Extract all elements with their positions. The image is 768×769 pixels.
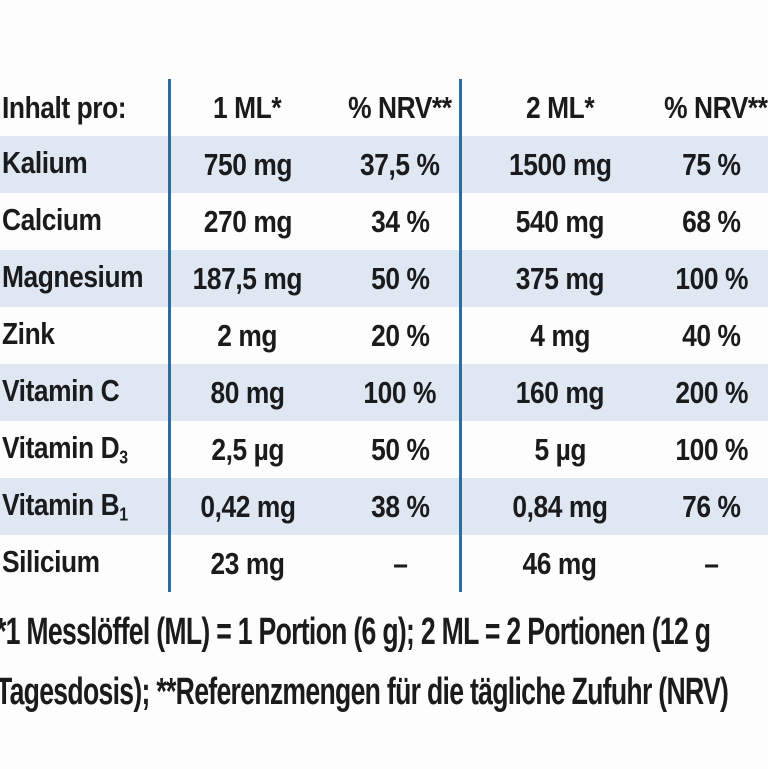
nutrient-name: Vitamin C xyxy=(2,373,120,409)
nutrient-name: Zink xyxy=(2,316,55,352)
value-1ml: 750 mg xyxy=(203,146,292,182)
nrv-2ml: – xyxy=(704,545,719,581)
table-row: Zink 2 mg 20 % 4 mg 40 % xyxy=(0,307,768,364)
table-row: Kalium 750 mg 37,5 % 1500 mg 75 % xyxy=(0,136,768,193)
nrv-2ml: 200 % xyxy=(675,374,748,410)
table-row: Vitamin D3 2,5 µg 50 % 5 µg 100 % xyxy=(0,421,768,478)
value-1ml: 23 mg xyxy=(210,545,285,581)
nutrient-subscript: 3 xyxy=(119,446,129,468)
value-2ml: 0,84 mg xyxy=(512,488,608,524)
value-1ml: 0,42 mg xyxy=(199,488,296,524)
table-header-row: Inhalt pro: 1 ML* % NRV** 2 ML* % NRV** xyxy=(0,79,768,136)
header-2ml: 2 ML* xyxy=(525,89,595,125)
nrv-1ml: 50 % xyxy=(370,260,430,296)
header-inhalt-pro: Inhalt pro: xyxy=(2,89,127,125)
nutrient-name: Vitamin B1 xyxy=(2,487,129,525)
nutrient-name: Vitamin D3 xyxy=(2,430,129,468)
nrv-2ml: 100 % xyxy=(675,431,748,467)
nrv-1ml: 37,5 % xyxy=(360,146,440,182)
value-2ml: 540 mg xyxy=(515,203,605,239)
nrv-1ml: 34 % xyxy=(370,203,430,239)
value-2ml: 375 mg xyxy=(515,260,605,296)
nutrient-subscript: 1 xyxy=(119,503,129,525)
value-2ml: 4 mg xyxy=(530,317,590,353)
nrv-2ml: 76 % xyxy=(682,488,741,524)
footnote-line-1: *1 Messlöffel (ML) = 1 Portion (6 g); 2 … xyxy=(0,611,711,653)
nrv-1ml: 100 % xyxy=(363,374,437,410)
value-1ml: 80 mg xyxy=(210,374,285,410)
nutrition-table: Inhalt pro: 1 ML* % NRV** 2 ML* % NRV** … xyxy=(0,79,768,592)
header-nrv-2ml: % NRV** xyxy=(664,89,768,125)
table-row: Vitamin B1 0,42 mg 38 % 0,84 mg 76 % xyxy=(0,478,768,535)
nrv-2ml: 100 % xyxy=(675,260,748,296)
value-2ml: 46 mg xyxy=(522,545,598,581)
nrv-1ml: 50 % xyxy=(370,431,430,467)
header-nrv-1ml: % NRV** xyxy=(348,89,452,125)
nrv-2ml: 40 % xyxy=(682,317,741,353)
table-row: Vitamin C 80 mg 100 % 160 mg 200 % xyxy=(0,364,768,421)
nutrient-name: Silicium xyxy=(2,544,100,580)
footnote-line-2: Tagesdosis); **Referenzmengen für die tä… xyxy=(0,671,729,713)
nrv-1ml: 20 % xyxy=(370,317,430,353)
nrv-1ml: 38 % xyxy=(370,488,430,524)
nrv-1ml: – xyxy=(392,545,408,581)
value-1ml: 2 mg xyxy=(217,317,278,353)
nutrient-name: Calcium xyxy=(2,202,102,238)
table-row: Silicium 23 mg – 46 mg – xyxy=(0,535,768,592)
value-1ml: 2,5 µg xyxy=(211,431,284,467)
value-2ml: 160 mg xyxy=(515,374,605,410)
nutrient-name: Magnesium xyxy=(2,259,144,295)
footnotes: *1 Messlöffel (ML) = 1 Portion (6 g); 2 … xyxy=(0,602,764,722)
table-body: Kalium 750 mg 37,5 % 1500 mg 75 % Calciu… xyxy=(0,136,768,592)
table-divider-line-left xyxy=(168,79,171,592)
value-2ml: 1500 mg xyxy=(508,146,612,182)
value-1ml: 187,5 mg xyxy=(192,260,303,296)
nrv-2ml: 75 % xyxy=(682,146,741,182)
table-row: Calcium 270 mg 34 % 540 mg 68 % xyxy=(0,193,768,250)
nutrient-name: Kalium xyxy=(2,145,88,181)
header-1ml: 1 ML* xyxy=(213,89,282,125)
value-1ml: 270 mg xyxy=(203,203,292,239)
nrv-2ml: 68 % xyxy=(682,203,741,239)
value-2ml: 5 µg xyxy=(534,431,586,467)
table-divider-line-right xyxy=(459,79,462,592)
table-row: Magnesium 187,5 mg 50 % 375 mg 100 % xyxy=(0,250,768,307)
